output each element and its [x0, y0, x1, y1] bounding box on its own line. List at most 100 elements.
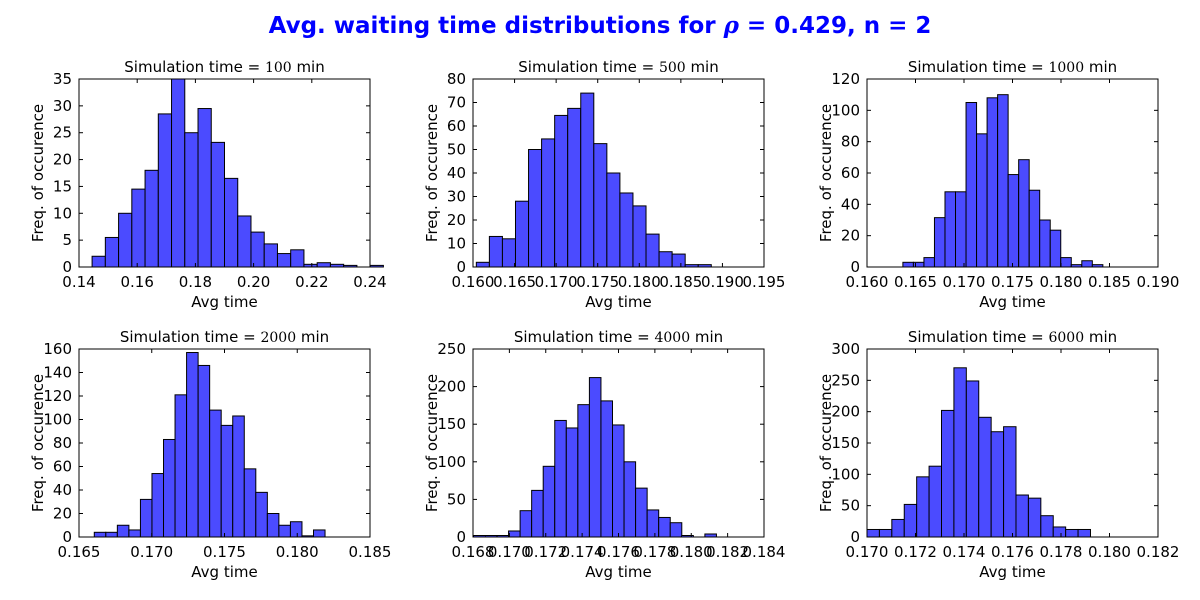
- y-tick-label: 40: [447, 164, 466, 182]
- x-tick-label: 0.174: [943, 543, 986, 561]
- x-axis-label: Avg time: [191, 563, 257, 581]
- x-tick-label: 0.172: [524, 543, 567, 561]
- y-tick-label: 15: [53, 177, 72, 195]
- histogram-bar: [671, 253, 686, 268]
- x-tick-label: 0.185: [349, 543, 392, 561]
- y-tick-label: 35: [53, 70, 72, 88]
- histogram-bar: [923, 257, 935, 268]
- y-tick-label: 140: [43, 364, 72, 382]
- y-tick-label: 80: [447, 70, 466, 88]
- x-tick-label: 0.170: [488, 543, 531, 561]
- histogram-bar: [289, 521, 303, 538]
- histogram-bar: [131, 188, 146, 268]
- y-tick-label: 150: [831, 434, 860, 452]
- histogram-bar: [278, 524, 291, 538]
- x-axis-label: Avg time: [191, 293, 257, 311]
- x-tick-label: 0.174: [561, 543, 604, 561]
- histogram-bar: [171, 78, 186, 268]
- x-tick-label: 0.16: [120, 273, 153, 291]
- x-tick-label: 0.190: [701, 273, 744, 291]
- histogram-bar: [953, 367, 967, 538]
- x-axis-label: Avg time: [979, 563, 1045, 581]
- histogram-bar: [224, 177, 239, 268]
- x-tick-label: 0.180: [1088, 543, 1131, 561]
- panel-title-prefix: Simulation time =: [518, 58, 659, 76]
- histogram-bar: [369, 264, 384, 268]
- histogram-bar: [612, 424, 625, 538]
- histogram-bar: [580, 92, 595, 268]
- x-tick-label: 0.165: [493, 273, 536, 291]
- histogram-bar: [93, 531, 107, 538]
- y-axis-label: Freq. of occurence: [423, 374, 441, 512]
- histogram-bar: [976, 133, 988, 268]
- panel-title: Simulation time = 6000 min: [908, 328, 1117, 346]
- x-tick-label: 0.180: [276, 543, 319, 561]
- panels-group: 0.14 0.16 0.18 0.20 0.22 0.24 0 5 10 15 20 25 30 35 Av…: [29, 58, 1179, 581]
- histogram-bar: [990, 431, 1005, 538]
- figure-title: Avg. waiting time distributions for ρ = …: [269, 12, 932, 39]
- histogram-bar: [635, 487, 648, 538]
- y-axis-label: Freq. of occurence: [817, 104, 835, 242]
- x-tick-label: 0.165: [58, 543, 101, 561]
- y-tick-label: 10: [53, 204, 72, 222]
- x-tick-label: 0.172: [894, 543, 937, 561]
- x-tick-label: 0.175: [991, 273, 1034, 291]
- histogram-bar: [488, 235, 503, 268]
- y-tick-label: 200: [831, 403, 860, 421]
- histogram-bar: [606, 172, 621, 268]
- x-tick-label: 0.24: [353, 273, 386, 291]
- histogram-bar: [163, 438, 176, 538]
- histogram-bar: [210, 141, 225, 268]
- histogram-bar: [237, 215, 252, 268]
- x-tick-label: 0.18: [179, 273, 212, 291]
- y-tick-label: 0: [62, 258, 72, 276]
- y-tick-label: 160: [43, 340, 72, 358]
- figure-title-symbol: ρ: [723, 12, 740, 39]
- histogram-bar: [658, 516, 671, 538]
- x-tick-label: 0.160: [452, 273, 495, 291]
- histogram-bar: [1049, 229, 1062, 268]
- x-axis-label: Avg time: [979, 293, 1045, 311]
- y-tick-label: 50: [447, 490, 466, 508]
- histogram-bar: [91, 255, 106, 268]
- y-tick-label: 0: [456, 528, 466, 546]
- y-tick-label: 100: [437, 453, 466, 471]
- panel-title-suffix: min: [296, 328, 329, 346]
- x-tick-label: 0.180: [618, 273, 661, 291]
- histogram-bar: [250, 231, 265, 268]
- panel-title-prefix: Simulation time =: [908, 58, 1049, 76]
- y-tick-label: 200: [437, 378, 466, 396]
- panel-title: Simulation time = 2000 min: [120, 328, 329, 346]
- histogram-bar: [1018, 159, 1030, 268]
- panel-title-prefix: Simulation time =: [124, 58, 265, 76]
- histogram-bar: [986, 97, 999, 268]
- histogram-bar: [1065, 528, 1079, 538]
- histogram-bar: [928, 465, 943, 538]
- y-tick-label: 250: [831, 371, 860, 389]
- histogram-bar: [519, 510, 533, 538]
- y-tick-label: 120: [831, 70, 860, 88]
- x-tick-label: 0.165: [894, 273, 937, 291]
- x-tick-label: 0.175: [576, 273, 619, 291]
- histogram-bar: [475, 261, 490, 268]
- histogram-bar: [645, 233, 660, 268]
- panel-title-prefix: Simulation time =: [514, 328, 655, 346]
- histogram-bar: [912, 261, 925, 268]
- histogram-panel-2: 0.1600.1650.1700.1750.1800.1850.1900.195…: [423, 58, 785, 311]
- histogram-bar: [184, 132, 199, 268]
- panel-title-value: 4000: [654, 330, 690, 346]
- histogram-bar: [1052, 526, 1067, 538]
- y-tick-label: 60: [841, 164, 860, 182]
- y-tick-label: 10: [447, 235, 466, 253]
- x-tick-label: 0.178: [1040, 543, 1083, 561]
- x-tick-label: 0.20: [237, 273, 270, 291]
- histogram-bar: [1039, 219, 1051, 268]
- axes-frame: [78, 78, 371, 268]
- histogram-bar: [669, 522, 683, 538]
- x-tick-label: 0.190: [1137, 273, 1180, 291]
- panel-title: Simulation time = 100 min: [124, 58, 324, 76]
- histogram-bar: [600, 400, 614, 538]
- histogram-bar: [554, 114, 569, 268]
- histogram-bar: [1028, 189, 1041, 268]
